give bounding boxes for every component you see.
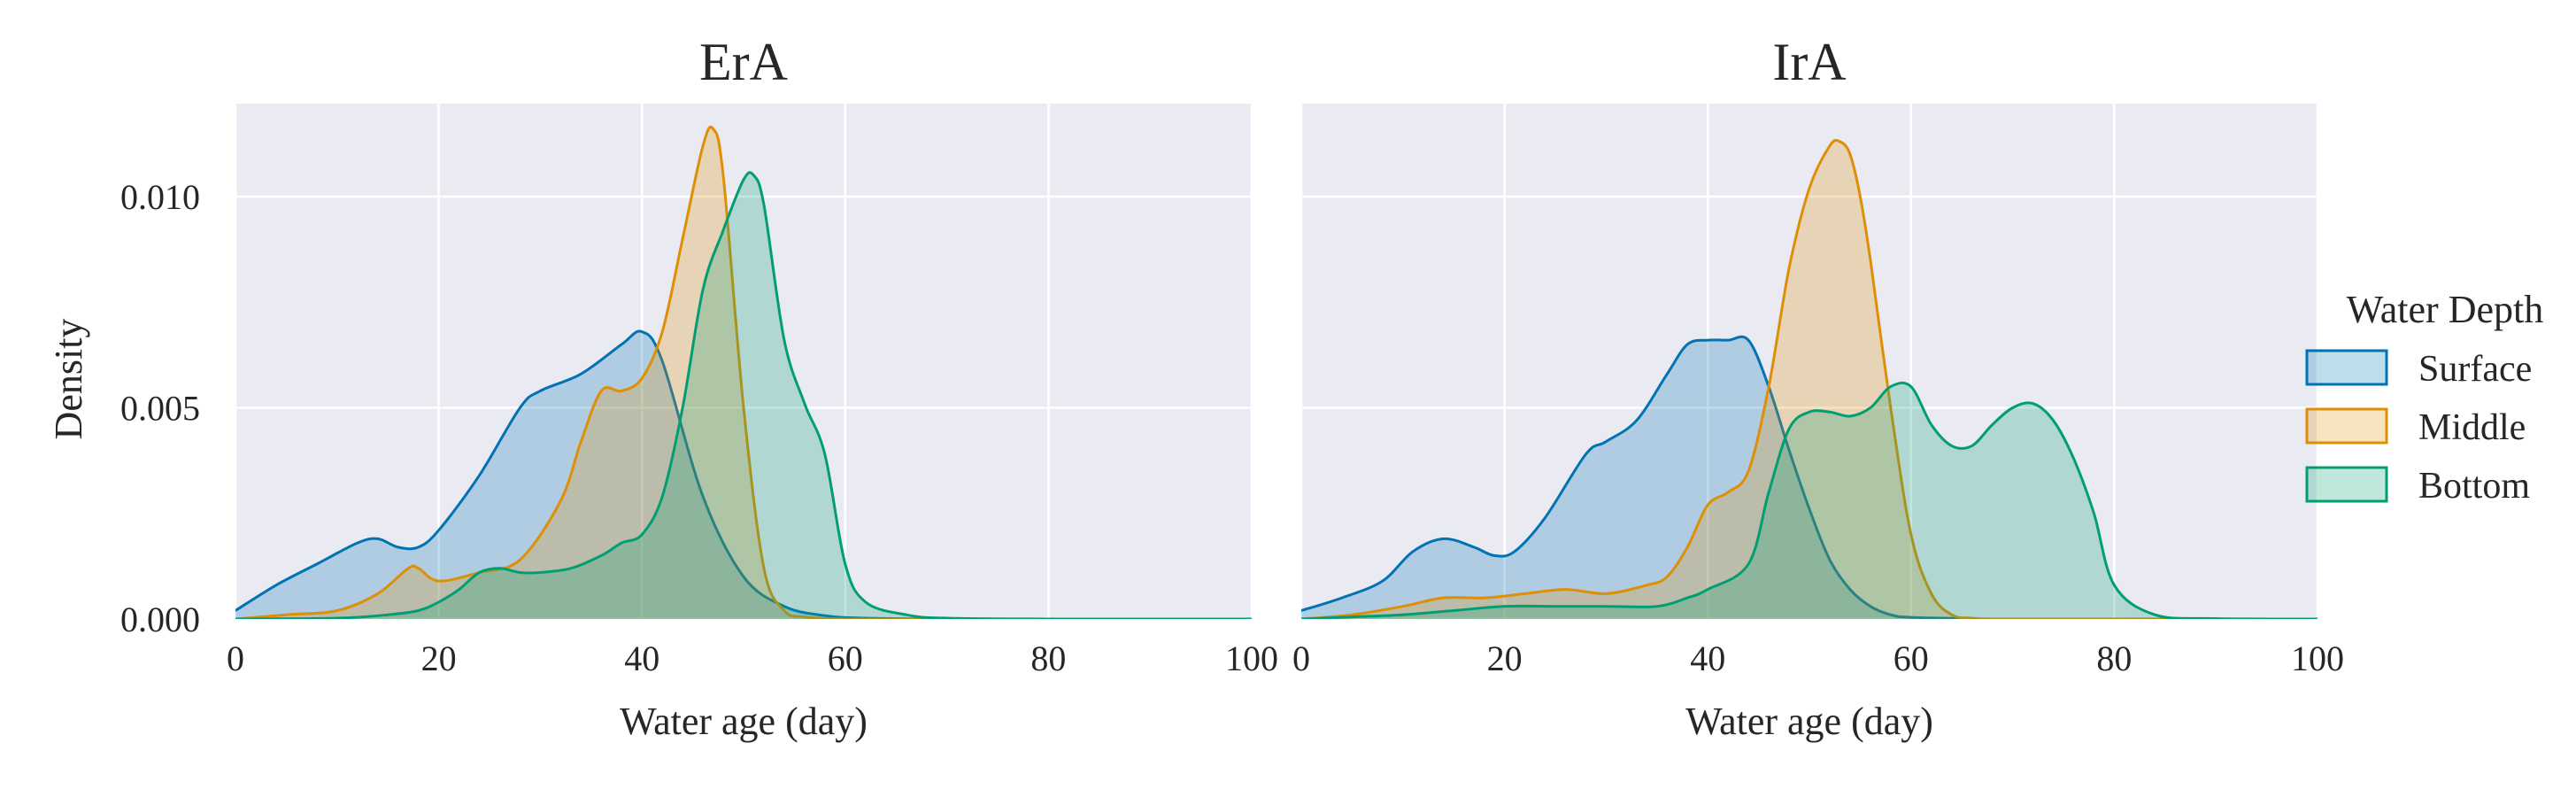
panel-title-ira: IrA (1772, 33, 1846, 91)
x-axis-label-era: Water age (day) (620, 700, 868, 743)
y-axis-label: Density (47, 319, 90, 440)
x-ticks-era: 0 20 40 60 80 100 (227, 638, 1278, 678)
x-tick-label: 100 (2291, 638, 2344, 678)
area-fill-surface (1301, 337, 2318, 619)
area-fill-bottom (1301, 383, 2318, 619)
density-line-middle (1301, 138, 2318, 619)
x-tick-label: 0 (227, 638, 244, 678)
x-tick-label: 20 (1487, 638, 1523, 678)
x-tick-label: 20 (421, 638, 457, 678)
x-tick-label: 0 (1292, 638, 1310, 678)
legend-swatch-bottom (2305, 466, 2388, 503)
legend-items: Surface Middle Bottom (2305, 349, 2532, 507)
area-fill-surface (235, 330, 1252, 619)
panel-era: 0 20 40 60 80 100 0.000 0.005 0.010 ErA Water a… (47, 33, 1278, 743)
legend-label-middle: Middle (2418, 407, 2526, 448)
area-fill-bottom (235, 172, 1252, 619)
density-line-middle (235, 125, 1252, 619)
axes-background-era (235, 104, 1252, 619)
y-tick-label: 0.010 (120, 177, 200, 217)
area-fill-middle (1301, 140, 2318, 619)
y-tick-label: 0.005 (120, 388, 200, 428)
x-tick-label: 40 (624, 638, 659, 678)
density-line-surface (1301, 335, 2318, 619)
x-tick-label: 60 (1893, 638, 1929, 678)
panel-ira: 0 20 40 60 80 100 IrA Water age (day) (1292, 33, 2344, 743)
x-tick-label: 80 (2096, 638, 2132, 678)
legend: Water Depth Surface Middle Bottom (2305, 288, 2543, 507)
legend-label-surface: Surface (2418, 349, 2532, 390)
density-areas-era (235, 125, 1252, 619)
y-ticks-era: 0.000 0.005 0.010 (120, 177, 200, 639)
density-line-bottom (1301, 381, 2318, 619)
legend-label-bottom: Bottom (2418, 466, 2530, 507)
x-tick-label: 40 (1690, 638, 1725, 678)
x-tick-label: 100 (1225, 638, 1278, 678)
panel-title-era: ErA (699, 33, 788, 91)
x-tick-label: 60 (828, 638, 863, 678)
legend-title: Water Depth (2347, 288, 2543, 331)
density-line-bottom (235, 171, 1252, 619)
legend-swatch-middle (2305, 407, 2388, 445)
x-axis-label-ira: Water age (day) (1685, 700, 1933, 743)
y-tick-label: 0.000 (120, 600, 200, 639)
density-areas-ira (1301, 138, 2318, 619)
area-fill-middle (235, 127, 1252, 619)
x-tick-label: 80 (1030, 638, 1066, 678)
x-ticks-ira: 0 20 40 60 80 100 (1292, 638, 2344, 678)
legend-swatch-surface (2305, 349, 2388, 386)
